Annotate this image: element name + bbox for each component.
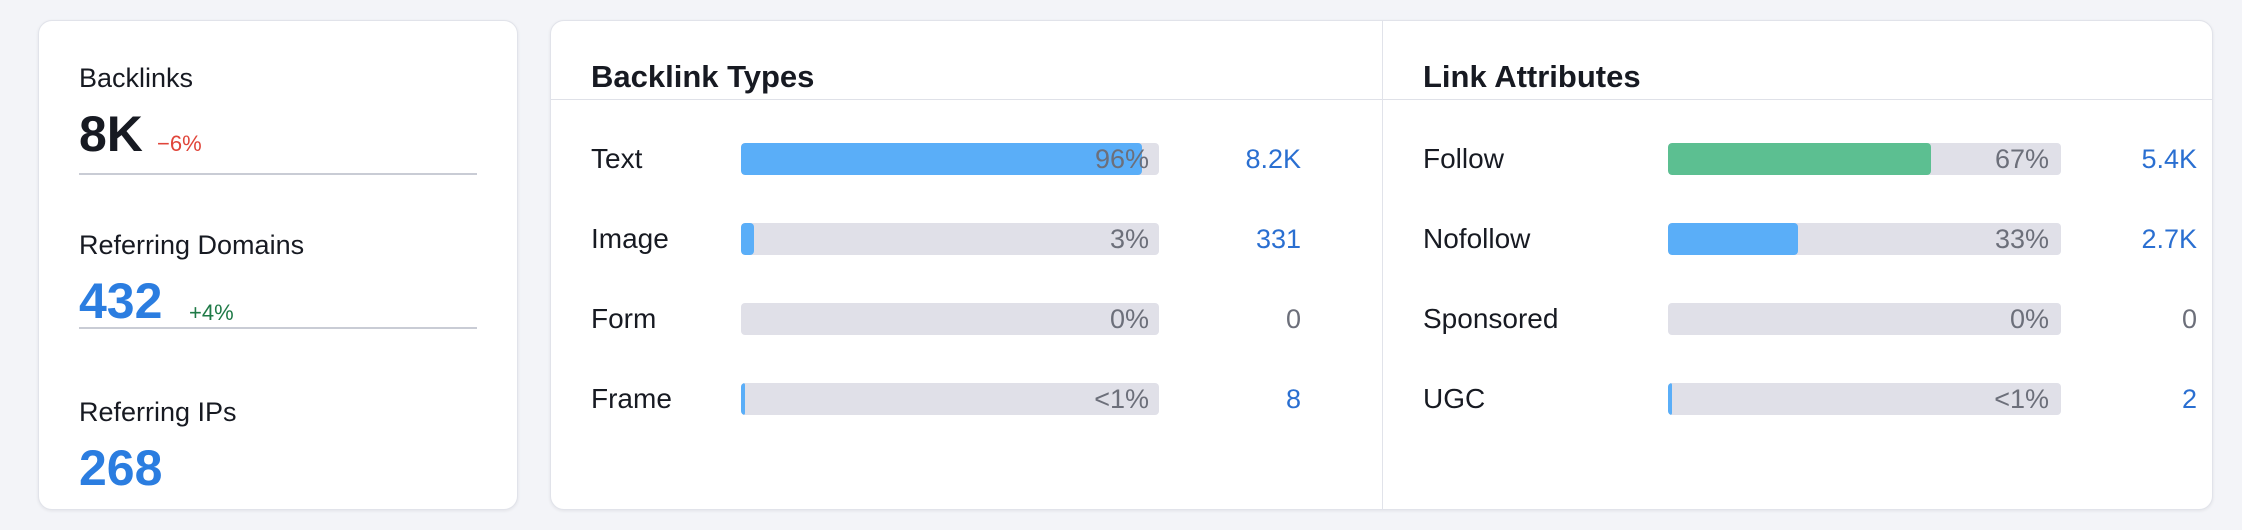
metric-backlinks: Backlinks 8K −6% — [79, 21, 477, 175]
row-label: Nofollow — [1423, 223, 1531, 254]
row-count-link[interactable]: 8 — [1285, 384, 1301, 414]
row-count-link[interactable]: 331 — [1255, 224, 1301, 254]
row-label: Image — [591, 223, 669, 254]
link-attributes-panel: Link Attributes Follow 67% 5.4K Nofollow 33%… — [1383, 21, 2212, 509]
row-label: Follow — [1423, 143, 1504, 174]
row-count-link: 0 — [1285, 304, 1301, 334]
distribution-card: Backlink Types Text 96% 8.2K Image 3% 331 Form… — [550, 20, 2213, 510]
row-count-link[interactable]: 2.7K — [2141, 224, 2197, 254]
progress-track — [741, 223, 1159, 255]
panel-title: Backlink Types — [591, 59, 815, 94]
progress-track — [741, 143, 1159, 175]
row-count-link[interactable]: 5.4K — [2141, 144, 2197, 174]
header-divider — [551, 99, 2212, 100]
row-percent: 33% — [1994, 224, 2049, 254]
progress-track — [1668, 303, 2061, 335]
distribution-row-nofollow: Nofollow 33% 2.7K — [1383, 219, 2212, 259]
metric-label: Referring IPs — [79, 397, 237, 427]
progress-track — [1668, 223, 2061, 255]
row-percent: 3% — [1109, 224, 1149, 254]
progress-track — [1668, 383, 2061, 415]
metric-change: −6% — [157, 131, 202, 156]
distribution-row-frame: Frame <1% 8 — [551, 379, 1382, 419]
metric-value[interactable]: 432 — [79, 273, 163, 329]
row-percent: 0% — [1109, 304, 1149, 334]
row-label: Frame — [591, 383, 672, 414]
row-label: UGC — [1423, 383, 1486, 414]
panel-title: Link Attributes — [1423, 59, 1641, 94]
metric-label: Referring Domains — [79, 230, 305, 260]
summary-card: Backlinks 8K −6% Referring Domains 432 +… — [38, 20, 518, 510]
metric-value[interactable]: 8K — [79, 106, 143, 162]
distribution-row-text: Text 96% 8.2K — [551, 139, 1382, 179]
row-label: Form — [591, 303, 657, 334]
progress-track — [741, 303, 1159, 335]
progress-fill — [1668, 383, 1672, 415]
progress-track — [1668, 143, 2061, 175]
row-percent: 0% — [2009, 304, 2049, 334]
progress-track — [741, 383, 1159, 415]
metric-referring-ips: Referring IPs 268 — [79, 329, 477, 493]
row-percent: <1% — [1994, 384, 2049, 414]
progress-fill — [741, 383, 745, 415]
row-percent: 67% — [1994, 144, 2049, 174]
row-count-link: 0 — [2181, 304, 2197, 334]
distribution-row-ugc: UGC <1% 2 — [1383, 379, 2212, 419]
progress-fill — [1668, 143, 1931, 175]
progress-fill — [741, 143, 1142, 175]
distribution-row-sponsored: Sponsored 0% 0 — [1383, 299, 2212, 339]
metric-value[interactable]: 268 — [79, 440, 163, 496]
row-count-link[interactable]: 2 — [2181, 384, 2197, 414]
column-divider — [1382, 21, 1383, 509]
distribution-row-follow: Follow 67% 5.4K — [1383, 139, 2212, 179]
metric-label: Backlinks — [79, 63, 194, 93]
row-percent: <1% — [1094, 384, 1149, 414]
row-count-link[interactable]: 8.2K — [1245, 144, 1301, 174]
row-label: Text — [591, 143, 643, 174]
distribution-row-form: Form 0% 0 — [551, 299, 1382, 339]
row-percent: 96% — [1094, 144, 1149, 174]
progress-fill — [1668, 223, 1798, 255]
distribution-row-image: Image 3% 331 — [551, 219, 1382, 259]
backlink-types-panel: Backlink Types Text 96% 8.2K Image 3% 331 Form… — [551, 21, 1382, 509]
metric-referring-domains: Referring Domains 432 +4% — [79, 175, 477, 329]
progress-fill — [741, 223, 754, 255]
metric-change: +4% — [189, 300, 234, 325]
row-label: Sponsored — [1423, 303, 1559, 334]
